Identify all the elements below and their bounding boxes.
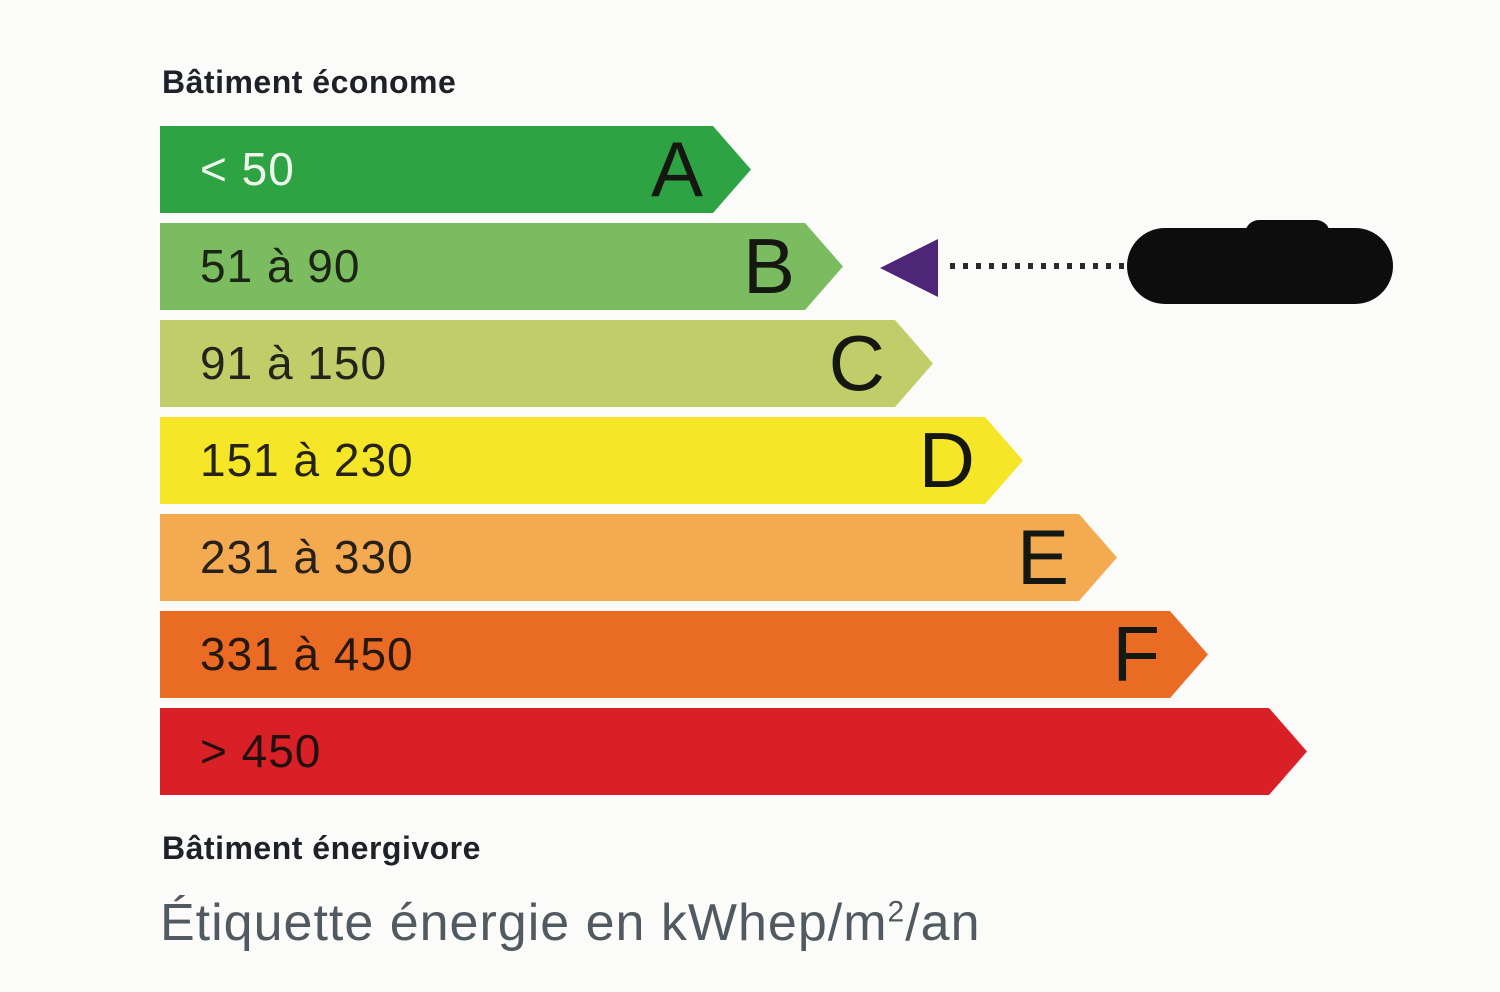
caption-superscript: 2 [887, 895, 906, 929]
energy-class-bar-c: 91 à 150 C [160, 320, 933, 407]
selected-class-arrow-icon [880, 239, 938, 297]
range-label: 331 à 450 [200, 628, 414, 680]
range-label: 91 à 150 [200, 337, 388, 389]
range-label: < 50 [200, 143, 295, 195]
caption-suffix: /an [905, 894, 981, 952]
energy-class-bar-d: 151 à 230 D [160, 417, 1023, 504]
class-letter: D [918, 416, 975, 504]
range-label: 231 à 330 [200, 531, 414, 583]
chart-caption: Étiquette énergie en kWhep/m2/an [160, 893, 981, 953]
energy-class-bar-e: 231 à 330 E [160, 514, 1117, 601]
energy-class-bar-f: 331 à 450 F [160, 611, 1208, 698]
caption-text: Étiquette énergie en kWhep/m [160, 894, 888, 952]
class-letter: E [1016, 513, 1069, 601]
energy-intensive-building-label: Bâtiment énergivore [162, 830, 481, 866]
class-letter: B [742, 222, 795, 310]
range-label: 51 à 90 [200, 240, 361, 292]
class-letter: A [650, 125, 703, 213]
range-label: 151 à 230 [200, 434, 414, 486]
energy-class-bar-a: < 50 A [160, 126, 751, 213]
economical-building-label: Bâtiment économe [162, 64, 457, 100]
redacted-value-blob-bump [1245, 220, 1330, 252]
energy-class-bar-b: 51 à 90 B [160, 223, 843, 310]
dotted-connector-line [950, 263, 1128, 269]
class-letter: F [1112, 610, 1160, 698]
range-label: > 450 [200, 725, 322, 777]
class-letter: C [828, 319, 885, 407]
energy-class-bar-g: > 450 [160, 708, 1307, 795]
